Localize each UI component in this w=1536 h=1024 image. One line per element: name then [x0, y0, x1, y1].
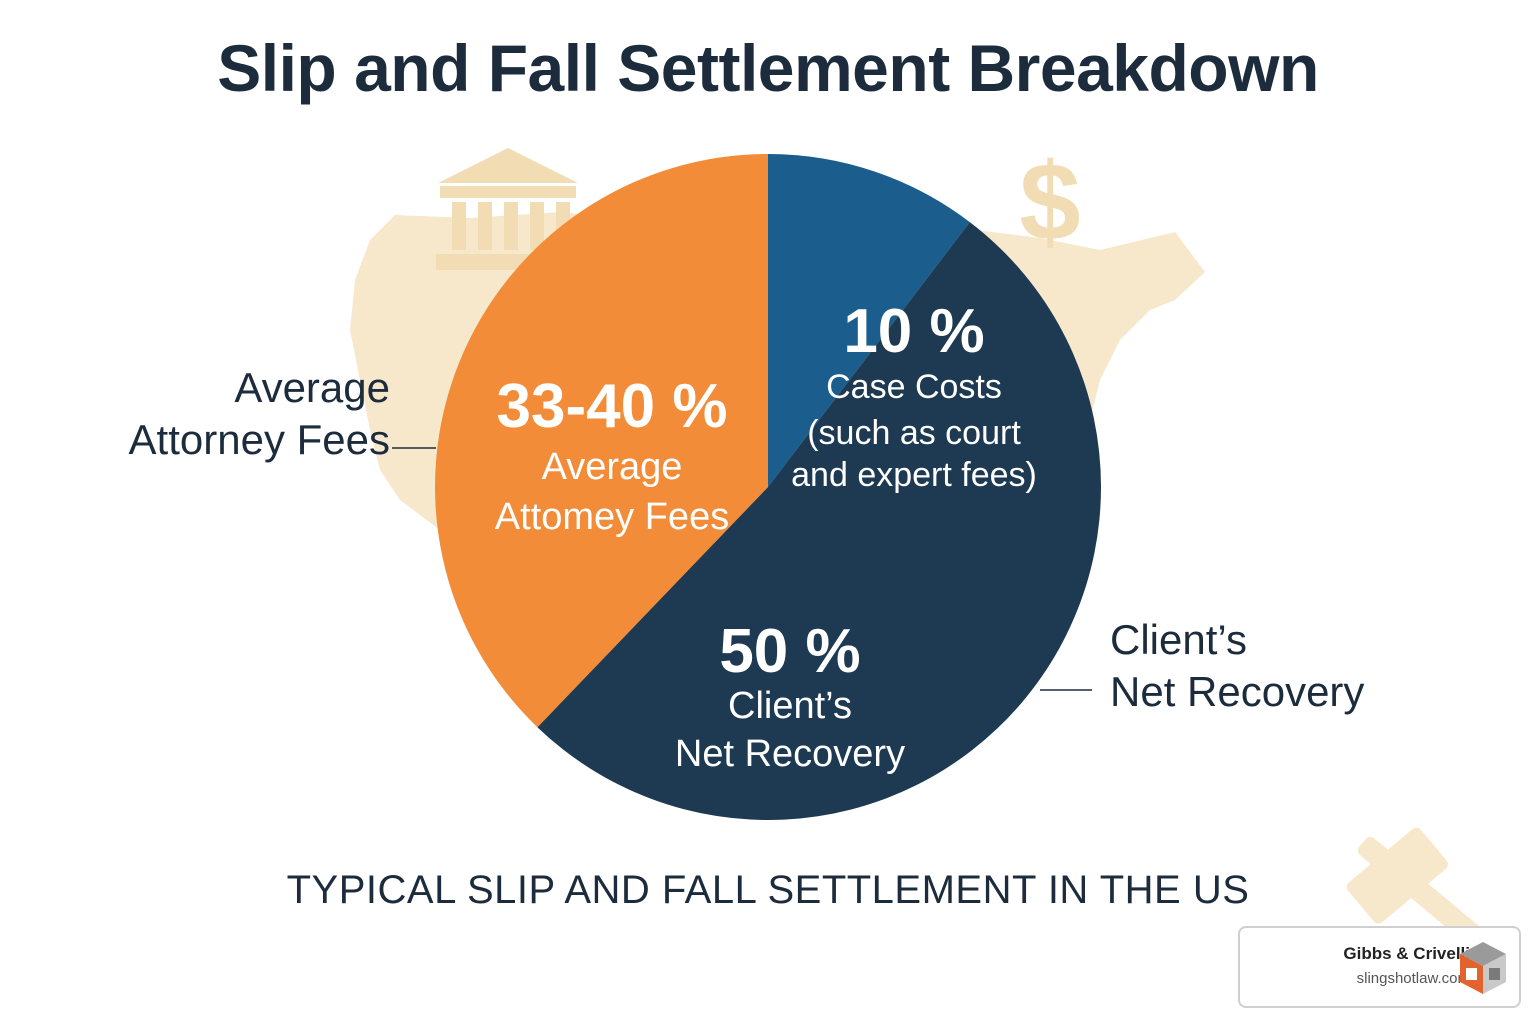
slice-category-label: (such as court [807, 414, 1021, 452]
chart-title: Slip and Fall Settlement Breakdown [217, 31, 1319, 105]
brand-url: slingshotlaw.com [1356, 970, 1470, 987]
external-label-attorney-line-2: Attorney Fees [128, 416, 390, 463]
slice-category-label: Average [542, 446, 683, 488]
pie-slice-case-costs [768, 154, 970, 487]
slice-value-label: 50 % [719, 617, 860, 686]
slice-category-label: Net Recovery [675, 733, 905, 775]
brand-name: Gibbs & Crivelli [1343, 944, 1470, 963]
external-label-client-line-2: Net Recovery [1110, 668, 1365, 715]
brand-badge[interactable]: Gibbs & Crivelli slingshotlaw.com [1238, 926, 1521, 1008]
slice-value-label: 33-40 % [497, 372, 728, 441]
gavel-icon [1346, 827, 1483, 946]
slice-category-label: Case Costs [826, 368, 1002, 406]
dollar-icon: $ [1019, 141, 1080, 264]
pie-slice-average-attorney-fees [435, 153, 768, 728]
brand-logo-icon [1460, 942, 1506, 994]
pie-slice-client-s-net-recovery [537, 222, 1101, 820]
slice-category-label: and expert fees) [791, 456, 1037, 494]
slice-category-label: Client’s [728, 685, 852, 727]
external-label-attorney-fees: Average Attorney Fees [60, 362, 390, 466]
pie-chart: 10 %Case Costs (such as court and expert f… [435, 153, 1101, 820]
external-label-attorney-line-1: Average [234, 364, 390, 411]
external-label-client-line-1: Client’s [1110, 616, 1247, 663]
chart-subtitle: TYPICAL SLIP AND FALL SETTLEMENT IN THE … [286, 868, 1250, 912]
slice-category-label: Attomey Fees [495, 496, 729, 538]
external-label-client-recovery: Client’s Net Recovery [1110, 614, 1490, 718]
slice-value-label: 10 % [843, 297, 984, 366]
